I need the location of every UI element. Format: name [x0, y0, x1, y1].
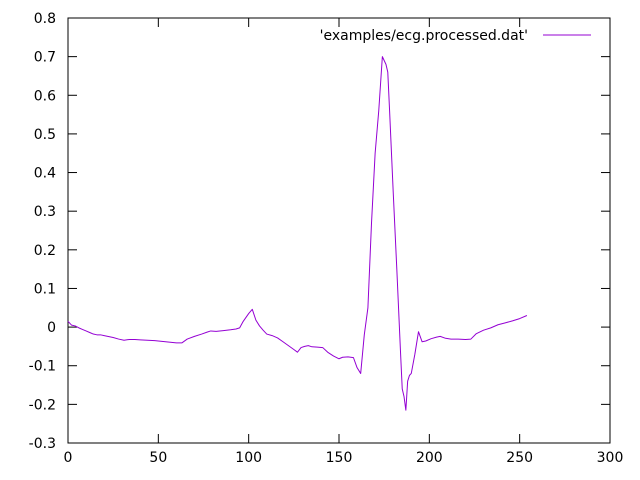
y-tick-label: 0.3: [34, 204, 56, 220]
x-tick-label: 50: [149, 450, 167, 466]
y-tick-label: -0.1: [29, 359, 56, 375]
legend-label: 'examples/ecg.processed.dat': [320, 28, 528, 44]
y-tick-label: 0.5: [34, 127, 56, 143]
y-tick-label: 0.7: [34, 50, 56, 66]
y-tick-label: -0.2: [29, 397, 56, 413]
x-tick-label: 200: [416, 450, 443, 466]
plot-area: [67, 56, 528, 411]
series-line: [67, 56, 528, 411]
y-tick-label: 0.6: [34, 88, 56, 104]
x-tick-label: 300: [597, 450, 624, 466]
x-tick-label: 100: [235, 450, 262, 466]
y-tick-label: 0.4: [34, 166, 56, 182]
axes-group: -0.3 -0.2 -0.1 0 0.1 0.2 0.3 0.4 0.5 0.6 0.7 0.8 0 50…: [29, 11, 624, 466]
y-tick-label: -0.3: [29, 436, 56, 452]
legend: 'examples/ecg.processed.dat': [320, 28, 591, 44]
y-tick-label: 0.8: [34, 11, 56, 27]
x-tick-label: 250: [506, 450, 533, 466]
y-tick-label: 0.2: [34, 243, 56, 259]
y-tick-label: 0.1: [34, 281, 56, 297]
x-tick-label: 150: [326, 450, 353, 466]
y-tick-label: 0: [47, 320, 56, 336]
x-tick-label: 0: [64, 450, 73, 466]
